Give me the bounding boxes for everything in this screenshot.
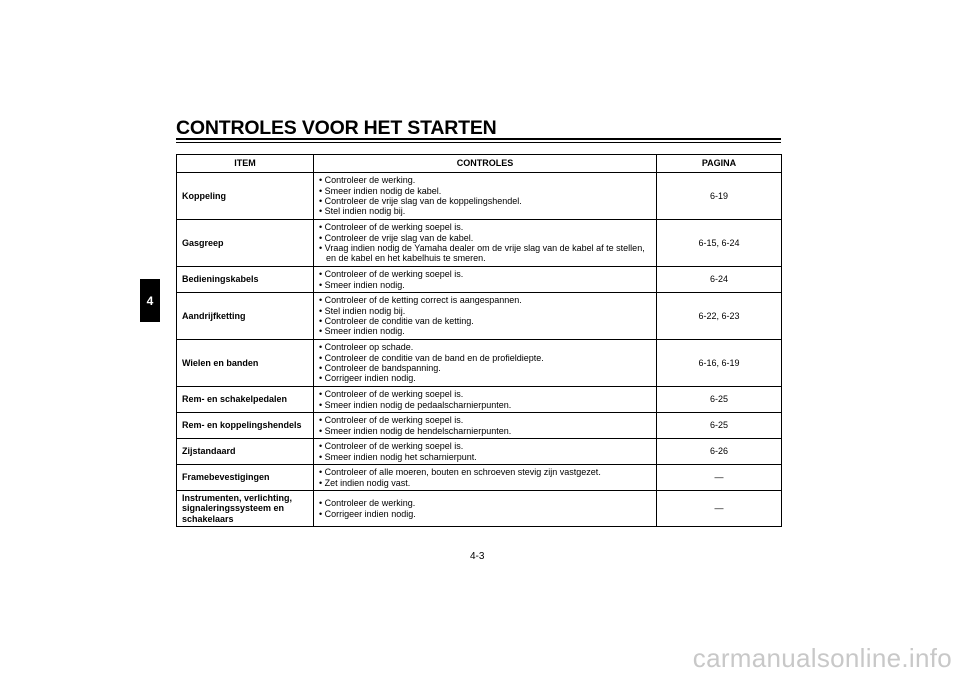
check-item: Smeer indien nodig. [319,326,651,336]
table-row: Rem- en schakelpedalen Controleer of de … [176,386,782,413]
title-rule [176,138,781,140]
check-item: Controleer de vrije slag van de koppelin… [319,196,651,206]
pagina-cell: — [656,464,782,491]
header-pagina: PAGINA [656,154,782,173]
pagina-cell: 6-26 [656,438,782,465]
check-item: Controleer of de werking soepel is. [319,415,651,425]
check-item: Controleer of de werking soepel is. [319,269,651,279]
title-rule-thin [176,142,781,143]
check-item: Controleer of de werking soepel is. [319,389,651,399]
pagina-cell: 6-24 [656,266,782,293]
item-cell: Aandrijfketting [176,292,314,340]
controles-cell: Controleer de werking.Corrigeer indien n… [313,490,657,527]
check-item: Controleer de conditie van de band en de… [319,353,651,363]
pagina-cell: 6-25 [656,412,782,439]
table-row: Gasgreep Controleer of de werking soepel… [176,219,782,267]
check-item: Smeer indien nodig de pedaalscharnierpun… [319,400,651,410]
item-cell: Wielen en banden [176,339,314,387]
check-item: Controleer of alle moeren, bouten en sch… [319,467,651,477]
table-header-row: ITEM CONTROLES PAGINA [176,154,782,173]
check-item: Controleer de vrije slag van de kabel. [319,233,651,243]
item-cell: Gasgreep [176,219,314,267]
check-item: Controleer de bandspanning. [319,363,651,373]
item-cell: Instrumenten, verlichting, signaleringss… [176,490,314,527]
check-item: Smeer indien nodig de hendelscharnierpun… [319,426,651,436]
check-item: Controleer op schade. [319,342,651,352]
page-number: 4-3 [470,551,485,562]
controles-cell: Controleer of de werking soepel is.Smeer… [313,438,657,465]
controles-cell: Controleer of de werking soepel is.Smeer… [313,386,657,413]
table-row: Bedieningskabels Controleer of de werkin… [176,266,782,293]
item-cell: Framebevestigingen [176,464,314,491]
check-item: Stel indien nodig bij. [319,306,651,316]
item-cell: Zijstandaard [176,438,314,465]
controles-cell: Controleer of de ketting correct is aang… [313,292,657,340]
table-row: Instrumenten, verlichting, signaleringss… [176,490,782,527]
controles-cell: Controleer of de werking soepel is.Smeer… [313,412,657,439]
check-item: Controleer de conditie van de ketting. [319,316,651,326]
check-item: Stel indien nodig bij. [319,206,651,216]
table-row: Framebevestigingen Controleer of alle mo… [176,464,782,491]
pagina-cell: — [656,490,782,527]
table-row: Rem- en koppelingshendels Controleer of … [176,412,782,439]
check-item: Zet indien nodig vast. [319,478,651,488]
table-row: Zijstandaard Controleer of de werking so… [176,438,782,465]
check-item: Corrigeer indien nodig. [319,373,651,383]
check-item: Controleer of de werking soepel is. [319,441,651,451]
table-row: Wielen en banden Controleer op schade.Co… [176,339,782,387]
table-row: Koppeling Controleer de werking.Smeer in… [176,172,782,220]
controles-cell: Controleer op schade.Controleer de condi… [313,339,657,387]
item-cell: Rem- en schakelpedalen [176,386,314,413]
check-item: Controleer of de werking soepel is. [319,222,651,232]
check-item: Smeer indien nodig het scharnierpunt. [319,452,651,462]
controles-cell: Controleer of alle moeren, bouten en sch… [313,464,657,491]
check-item: Smeer indien nodig. [319,280,651,290]
header-item: ITEM [176,154,314,173]
pagina-cell: 6-25 [656,386,782,413]
item-cell: Bedieningskabels [176,266,314,293]
check-item: Controleer of de ketting correct is aang… [319,295,651,305]
page-title: CONTROLES VOOR HET STARTEN [176,117,497,139]
controles-cell: Controleer of de werking soepel is.Smeer… [313,266,657,293]
item-cell: Koppeling [176,172,314,220]
pagina-cell: 6-16, 6-19 [656,339,782,387]
controles-cell: Controleer of de werking soepel is.Contr… [313,219,657,267]
check-item: Controleer de werking. [319,498,651,508]
watermark: carmanualsonline.info [692,643,952,673]
check-item: Controleer de werking. [319,175,651,185]
checks-table: ITEM CONTROLES PAGINA Koppeling Controle… [176,154,782,527]
header-controles: CONTROLES [313,154,657,173]
pagina-cell: 6-15, 6-24 [656,219,782,267]
pagina-cell: 6-22, 6-23 [656,292,782,340]
pagina-cell: 6-19 [656,172,782,220]
check-item: Corrigeer indien nodig. [319,509,651,519]
item-cell: Rem- en koppelingshendels [176,412,314,439]
controles-cell: Controleer de werking.Smeer indien nodig… [313,172,657,220]
check-item: Smeer indien nodig de kabel. [319,186,651,196]
table-row: Aandrijfketting Controleer of de ketting… [176,292,782,340]
chapter-tab: 4 [140,279,160,322]
check-item: Vraag indien nodig de Yamaha dealer om d… [319,243,651,264]
